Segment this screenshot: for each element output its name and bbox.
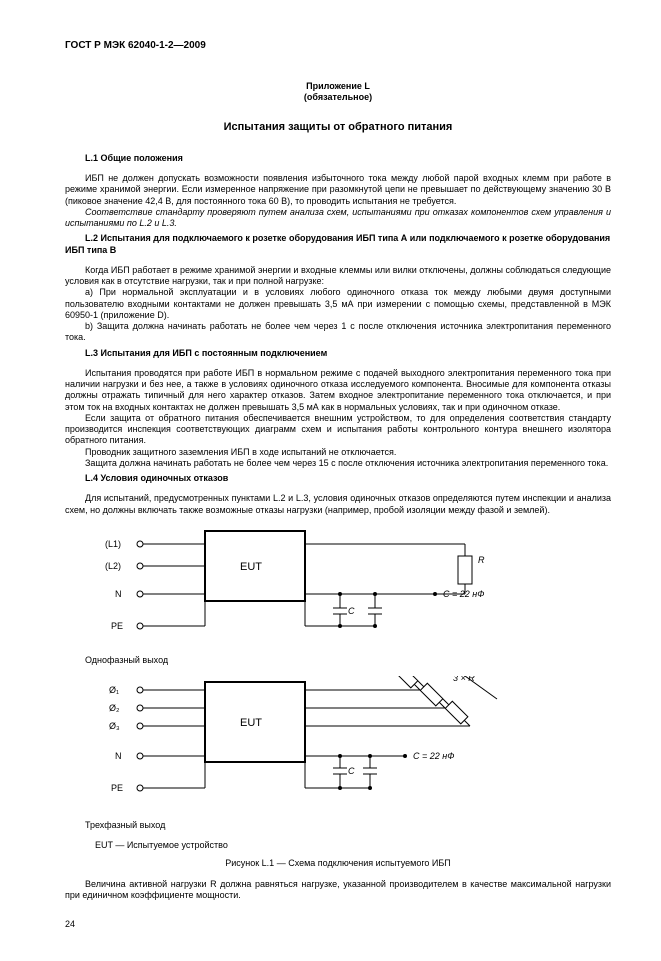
footer-para: Величина активной нагрузки R должна равн… [65, 879, 611, 902]
label-l1: (L1) [105, 539, 121, 549]
label-pe: PE [111, 621, 123, 631]
page-number: 24 [65, 919, 611, 930]
label-p2: Ø₂ [109, 703, 120, 713]
annex-note: (обязательное) [65, 92, 611, 103]
para-l2-2: a) При нормальной эксплуатации и в услов… [65, 287, 611, 321]
para-l3-3: Проводник защитного заземления ИБП в ход… [65, 447, 611, 458]
label-n: N [115, 589, 122, 599]
label-3r: 3 × R [453, 676, 475, 683]
label-pe2: PE [111, 783, 123, 793]
page: ГОСТ Р МЭК 62040-1-2—2009 Приложение L (… [0, 0, 661, 961]
eut-note: EUT — Испытуемое устройство [65, 840, 611, 851]
label-l2: (L2) [105, 561, 121, 571]
figure-title: Рисунок L.1 — Схема подключения испытуем… [65, 858, 611, 869]
heading-l4: L.4 Условия одиночных отказов [65, 473, 611, 484]
para-l1-2: Соответствие стандарту проверяют путем а… [65, 207, 611, 230]
label-p3: Ø₃ [109, 721, 120, 731]
label-p1: Ø₁ [109, 685, 119, 695]
annex-title: Испытания защиты от обратного питания [65, 121, 611, 135]
doc-header: ГОСТ Р МЭК 62040-1-2—2009 [65, 40, 611, 53]
figure-single-phase: (L1) (L2) N PE EUT C [105, 526, 611, 646]
para-l3-2: Если защита от обратного питания обеспеч… [65, 413, 611, 447]
figure-three-phase: Ø₁ Ø₂ Ø₃ N PE EUT [105, 676, 611, 811]
heading-l2: L.2 Испытания для подключаемого к розетк… [65, 233, 611, 256]
annex-label: Приложение L [65, 81, 611, 92]
label-cval-2: C = 22 нФ [413, 751, 454, 761]
label-eut-1: EUT [240, 561, 262, 573]
label-eut-2: EUT [240, 717, 262, 729]
label-c2: C [348, 766, 355, 776]
label-n2: N [115, 751, 122, 761]
caption-three-phase: Трехфазный выход [65, 820, 611, 831]
label-r: R [478, 555, 485, 565]
para-l3-1: Испытания проводятся при работе ИБП в но… [65, 368, 611, 413]
para-l2-3: b) Защита должна начинать работать не бо… [65, 321, 611, 344]
heading-l1: L.1 Общие положения [65, 153, 611, 164]
caption-single-phase: Однофазный выход [65, 655, 611, 666]
para-l1-1: ИБП не должен допускать возможности появ… [65, 173, 611, 207]
label-c1: C [348, 606, 355, 616]
heading-l3: L.3 Испытания для ИБП с постоянным подкл… [65, 348, 611, 359]
para-l4-1: Для испытаний, предусмотренных пунктами … [65, 493, 611, 516]
para-l2-1: Когда ИБП работает в режиме хранимой эне… [65, 265, 611, 288]
para-l3-4: Защита должна начинать работать не более… [65, 458, 611, 469]
